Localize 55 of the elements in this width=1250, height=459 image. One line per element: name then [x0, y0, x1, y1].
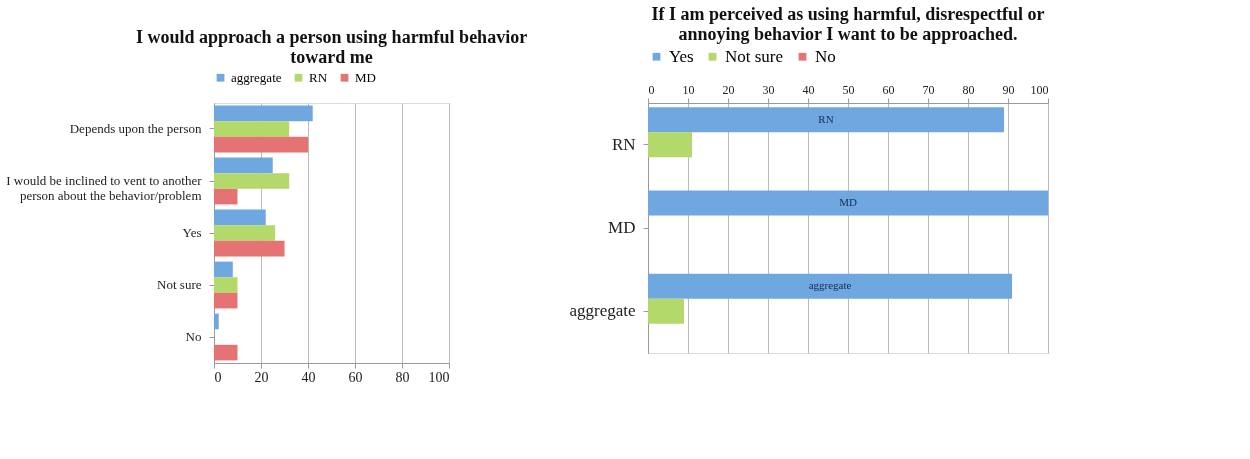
legend-label: No	[815, 46, 836, 66]
legend-label: Not sure	[725, 46, 784, 66]
x-tick-label: 0	[648, 82, 655, 97]
annotation: RN	[818, 112, 834, 125]
x-tick-label: 40	[802, 82, 815, 97]
x-tick-label: 0	[214, 369, 222, 385]
y-tick-label: Not sure	[157, 277, 202, 292]
bar	[214, 105, 313, 122]
chart-title: I would approach a person using harmful behavior toward me	[135, 27, 528, 67]
y-tick-label: Depends upon the person	[69, 121, 202, 136]
bar	[648, 107, 1004, 133]
y-tick-label: I would be inclined to vent to another person about the behavior/problem	[6, 173, 203, 203]
x-tick-label: 20	[722, 82, 735, 97]
bar	[214, 209, 266, 226]
bar	[648, 298, 684, 324]
bar	[214, 188, 238, 205]
y-tick-label: aggregate	[569, 301, 636, 321]
y-tick-label: MD	[608, 218, 636, 237]
x-tick-label: 80	[395, 369, 410, 385]
bar	[214, 173, 290, 189]
bar	[214, 136, 308, 153]
annotation: MD	[839, 196, 857, 208]
x-tick-label: 10	[682, 82, 695, 97]
x-tick-label: 20	[254, 369, 269, 385]
bar	[214, 277, 238, 293]
bar	[214, 121, 290, 137]
y-tick-label: Yes	[182, 225, 202, 240]
x-tick-label: 40	[301, 369, 316, 385]
y-tick-label: RN	[611, 134, 636, 154]
x-tick-label: 80	[962, 82, 975, 97]
legend-label: MD	[355, 69, 376, 85]
x-tick-label: 50	[842, 82, 855, 97]
bar	[214, 157, 273, 174]
x-tick-label: 60	[348, 369, 363, 385]
x-tick-label: 100	[428, 369, 450, 385]
bar	[214, 225, 276, 241]
x-tick-label: 100	[1030, 82, 1049, 97]
bar	[214, 240, 285, 257]
x-tick-label: 30	[762, 82, 775, 97]
x-tick-label: 70	[922, 82, 935, 97]
legend-label: aggregate	[231, 69, 282, 85]
bar	[214, 261, 233, 278]
bar	[214, 344, 238, 361]
chart-title: If I am perceived as using harmful, disrespectful or annoying behavior I want to be approached.	[651, 4, 1045, 44]
y-tick-label: No	[185, 329, 202, 344]
legend-label: RN	[309, 69, 328, 85]
legend-label: Yes	[669, 46, 694, 66]
bar	[214, 313, 219, 330]
bar	[214, 292, 238, 309]
annotation: aggregate	[808, 279, 852, 292]
bar	[648, 273, 1012, 299]
bar	[648, 190, 1048, 216]
bar	[648, 132, 692, 158]
x-tick-label: 60	[882, 82, 895, 97]
x-tick-label: 90	[1002, 82, 1015, 97]
